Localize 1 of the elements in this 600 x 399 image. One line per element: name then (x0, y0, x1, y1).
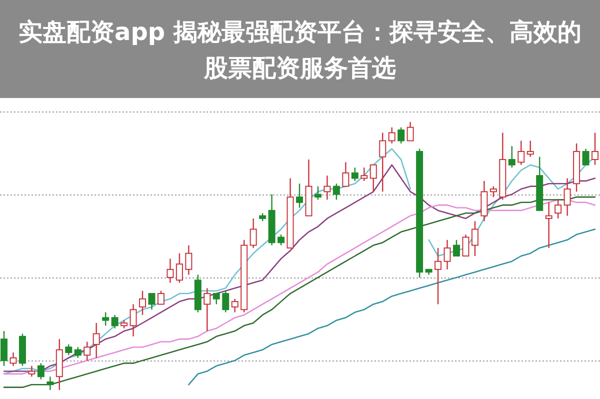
chart-title: 实盘配资app 揭秘最强配资平台：探寻安全、高效的股票配资服务首选 (18, 17, 582, 84)
